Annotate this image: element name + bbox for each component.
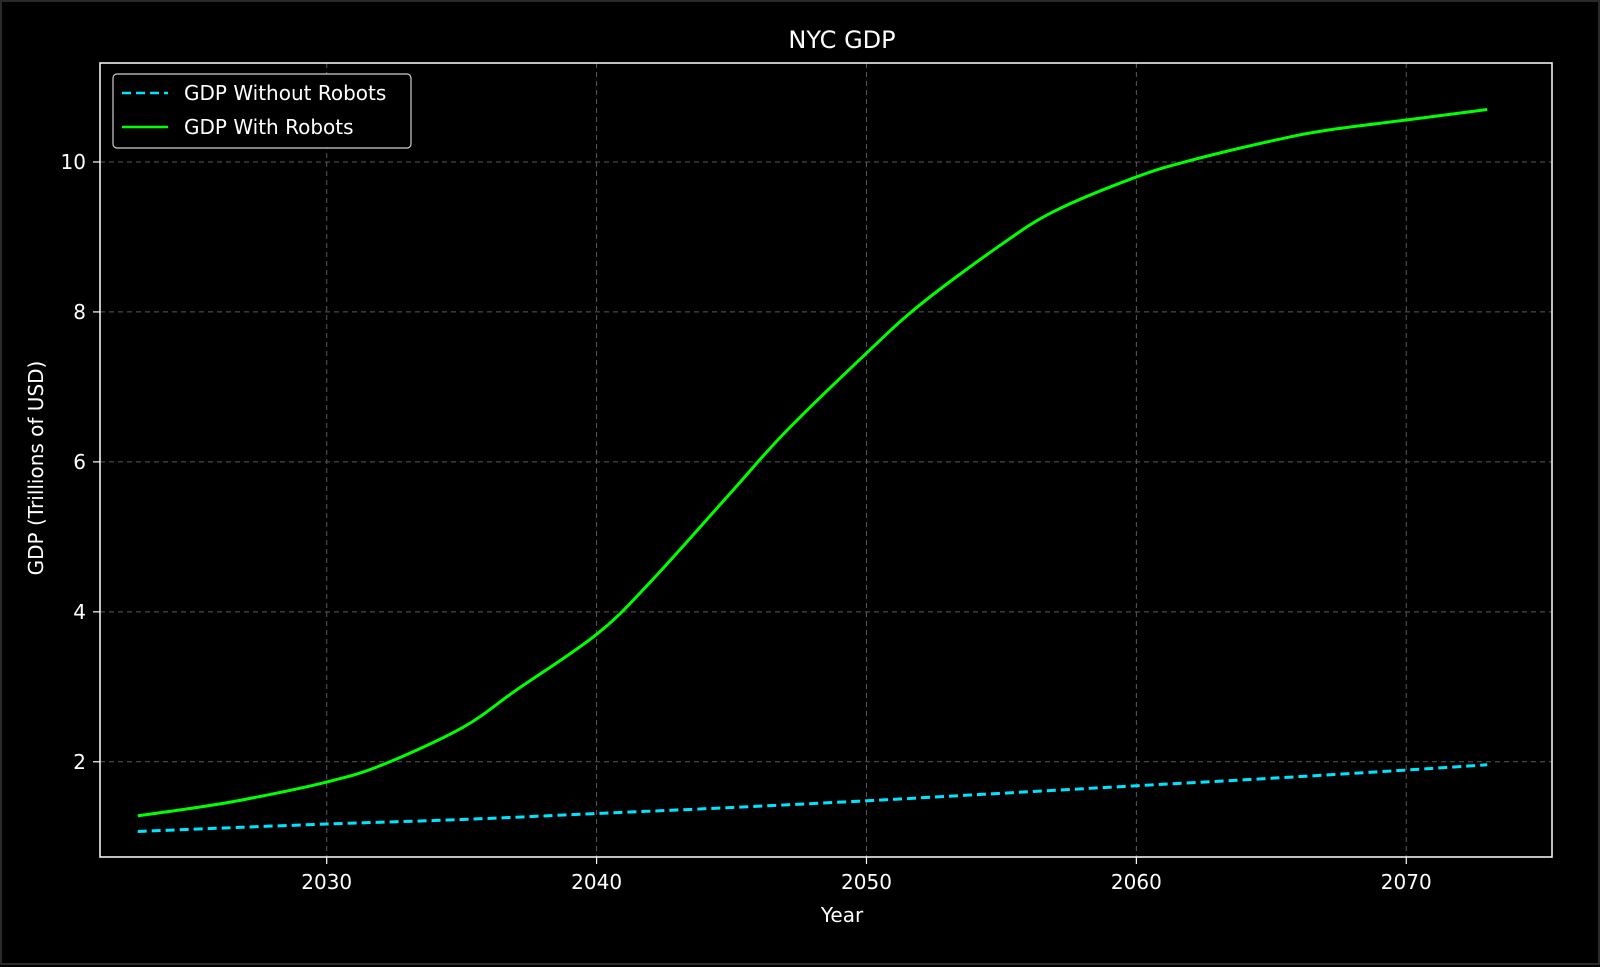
x-tick-label: 2050 xyxy=(841,870,892,894)
legend-label-with-robots: GDP With Robots xyxy=(184,115,354,139)
legend: GDP Without Robots GDP With Robots xyxy=(112,73,412,149)
y-axis-label: GDP (Trillions of USD) xyxy=(24,361,48,576)
series-line-with-robots xyxy=(137,108,1488,818)
y-axis: 2 4 6 8 10 xyxy=(61,150,100,774)
y-tick-label: 10 xyxy=(61,150,86,174)
legend-frame xyxy=(112,73,412,149)
y-tick-label: 4 xyxy=(73,600,86,624)
grid xyxy=(100,63,1552,857)
x-tick-label: 2070 xyxy=(1381,870,1432,894)
y-tick-label: 6 xyxy=(73,450,86,474)
x-axis-label: Year xyxy=(820,903,864,927)
x-tick-label: 2030 xyxy=(301,870,352,894)
legend-label-without-robots: GDP Without Robots xyxy=(184,81,386,105)
x-tick-label: 2060 xyxy=(1111,870,1162,894)
chart-title: NYC GDP xyxy=(788,26,895,54)
x-tick-label: 2040 xyxy=(571,870,622,894)
y-tick-label: 2 xyxy=(73,750,86,774)
plot-frame xyxy=(99,62,1553,858)
x-axis: 2030 2040 2050 2060 2070 xyxy=(301,857,1432,894)
series-group xyxy=(137,108,1488,834)
y-tick-label: 8 xyxy=(73,300,86,324)
series-line-without-robots xyxy=(137,763,1488,834)
